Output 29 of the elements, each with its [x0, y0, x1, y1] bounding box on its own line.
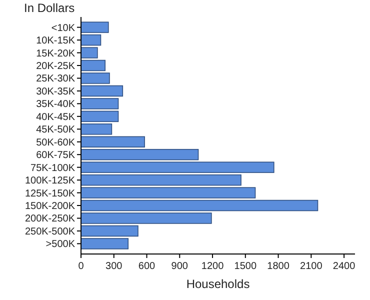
x-axis-title: Households	[186, 277, 250, 291]
y-tick-label: 10K-15K	[36, 36, 76, 47]
y-tick-label: 125K-150K	[24, 188, 76, 200]
x-tick-label: 1800	[267, 261, 290, 272]
y-tick-label: 40K-45K	[36, 112, 76, 123]
y-tick-label: 100K-125K	[24, 176, 76, 187]
y-tick-label: >500K	[46, 239, 76, 250]
y-tick-label: 150K-200K	[24, 201, 76, 212]
y-tick-label: 25K-30K	[36, 74, 76, 85]
y-tick-label: 20K-25K	[36, 60, 76, 72]
y-tick-label: <10K	[51, 22, 76, 34]
y-tick-label: 200K-250K	[24, 214, 76, 225]
x-tick-label: 1200	[201, 261, 224, 272]
x-tick-label: 300	[106, 261, 123, 272]
x-tick-label: 600	[138, 261, 156, 272]
x-tick-label: 2400	[332, 261, 356, 272]
y-tick-label: 35K-40K	[36, 99, 76, 110]
x-tick-label: 1500	[234, 261, 257, 272]
y-tick-label: 45K-50K	[36, 124, 76, 136]
y-tick-label: 60K-75K	[36, 150, 76, 162]
y-axis-title: In Dollars	[24, 1, 75, 15]
y-tick-label: 15K-20K	[36, 48, 76, 60]
x-tick-label: 900	[171, 261, 188, 272]
y-tick-label: 75K-100K	[30, 162, 76, 174]
y-tick-label: 50K-60K	[36, 137, 76, 148]
x-tick-label: 2100	[300, 261, 323, 272]
y-tick-label: 30K-35K	[36, 86, 76, 98]
y-tick-label: 250K-500K	[24, 226, 76, 238]
x-tick-label: 0	[78, 261, 84, 272]
